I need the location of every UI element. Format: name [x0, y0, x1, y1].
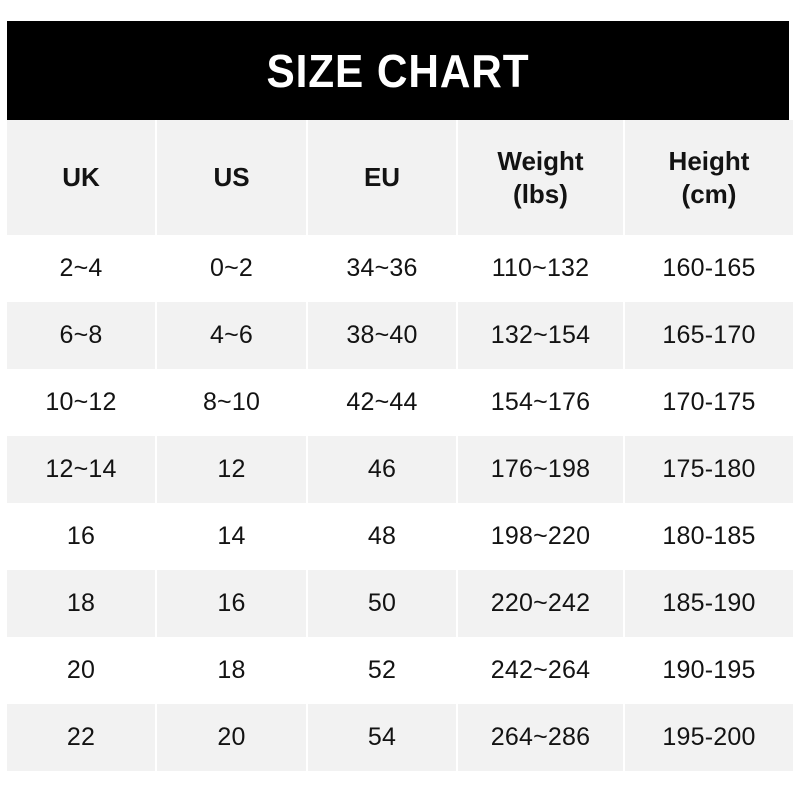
cell-eu: 42~44	[308, 369, 458, 436]
column-header-weight: Weight (lbs)	[458, 120, 625, 235]
cell-weight: 242~264	[458, 637, 625, 704]
title-banner: SIZE CHART	[7, 21, 789, 120]
cell-height: 195-200	[625, 704, 793, 771]
cell-eu: 50	[308, 570, 458, 637]
cell-uk: 18	[7, 570, 157, 637]
cell-weight: 198~220	[458, 503, 625, 570]
cell-weight: 154~176	[458, 369, 625, 436]
cell-weight: 220~242	[458, 570, 625, 637]
page-title: SIZE CHART	[266, 44, 530, 97]
column-header-us: US	[157, 120, 308, 235]
cell-height: 165-170	[625, 302, 793, 369]
cell-us: 14	[157, 503, 308, 570]
cell-uk: 2~4	[7, 235, 157, 302]
table-row: 2~4 0~2 34~36 110~132 160-165	[7, 235, 793, 302]
cell-uk: 12~14	[7, 436, 157, 503]
cell-us: 0~2	[157, 235, 308, 302]
cell-weight: 110~132	[458, 235, 625, 302]
cell-height: 190-195	[625, 637, 793, 704]
table-body: 2~4 0~2 34~36 110~132 160-165 6~8 4~6 38…	[7, 235, 793, 771]
cell-weight: 132~154	[458, 302, 625, 369]
cell-us: 8~10	[157, 369, 308, 436]
cell-height: 160-165	[625, 235, 793, 302]
table-row: 22 20 54 264~286 195-200	[7, 704, 793, 771]
column-header-height: Height (cm)	[625, 120, 793, 235]
column-header-eu: EU	[308, 120, 458, 235]
cell-eu: 34~36	[308, 235, 458, 302]
column-header-us-label: US	[213, 162, 250, 193]
cell-uk: 16	[7, 503, 157, 570]
table-header: UK US EU Weight (lbs) Height (cm)	[7, 120, 793, 235]
column-header-weight-label: Weight	[497, 146, 584, 176]
cell-height: 180-185	[625, 503, 793, 570]
cell-eu: 38~40	[308, 302, 458, 369]
column-header-height-unit: (cm)	[681, 178, 737, 209]
cell-us: 18	[157, 637, 308, 704]
cell-eu: 46	[308, 436, 458, 503]
cell-weight: 264~286	[458, 704, 625, 771]
table-row: 12~14 12 46 176~198 175-180	[7, 436, 793, 503]
column-header-uk: UK	[7, 120, 157, 235]
table-row: 20 18 52 242~264 190-195	[7, 637, 793, 704]
table-row: 16 14 48 198~220 180-185	[7, 503, 793, 570]
column-header-weight-unit: (lbs)	[513, 178, 568, 209]
cell-uk: 22	[7, 704, 157, 771]
table-header-row: UK US EU Weight (lbs) Height (cm)	[7, 120, 793, 235]
cell-height: 185-190	[625, 570, 793, 637]
size-chart-table: UK US EU Weight (lbs) Height (cm)	[7, 120, 793, 771]
cell-us: 12	[157, 436, 308, 503]
cell-uk: 10~12	[7, 369, 157, 436]
cell-eu: 48	[308, 503, 458, 570]
cell-uk: 20	[7, 637, 157, 704]
cell-us: 4~6	[157, 302, 308, 369]
cell-height: 170-175	[625, 369, 793, 436]
cell-weight: 176~198	[458, 436, 625, 503]
cell-us: 16	[157, 570, 308, 637]
column-header-uk-label: UK	[62, 162, 100, 193]
table-row: 18 16 50 220~242 185-190	[7, 570, 793, 637]
cell-eu: 52	[308, 637, 458, 704]
cell-uk: 6~8	[7, 302, 157, 369]
cell-us: 20	[157, 704, 308, 771]
column-header-eu-label: EU	[363, 162, 401, 193]
cell-eu: 54	[308, 704, 458, 771]
column-header-height-label: Height	[668, 146, 750, 176]
table-row: 6~8 4~6 38~40 132~154 165-170	[7, 302, 793, 369]
cell-height: 175-180	[625, 436, 793, 503]
table-row: 10~12 8~10 42~44 154~176 170-175	[7, 369, 793, 436]
